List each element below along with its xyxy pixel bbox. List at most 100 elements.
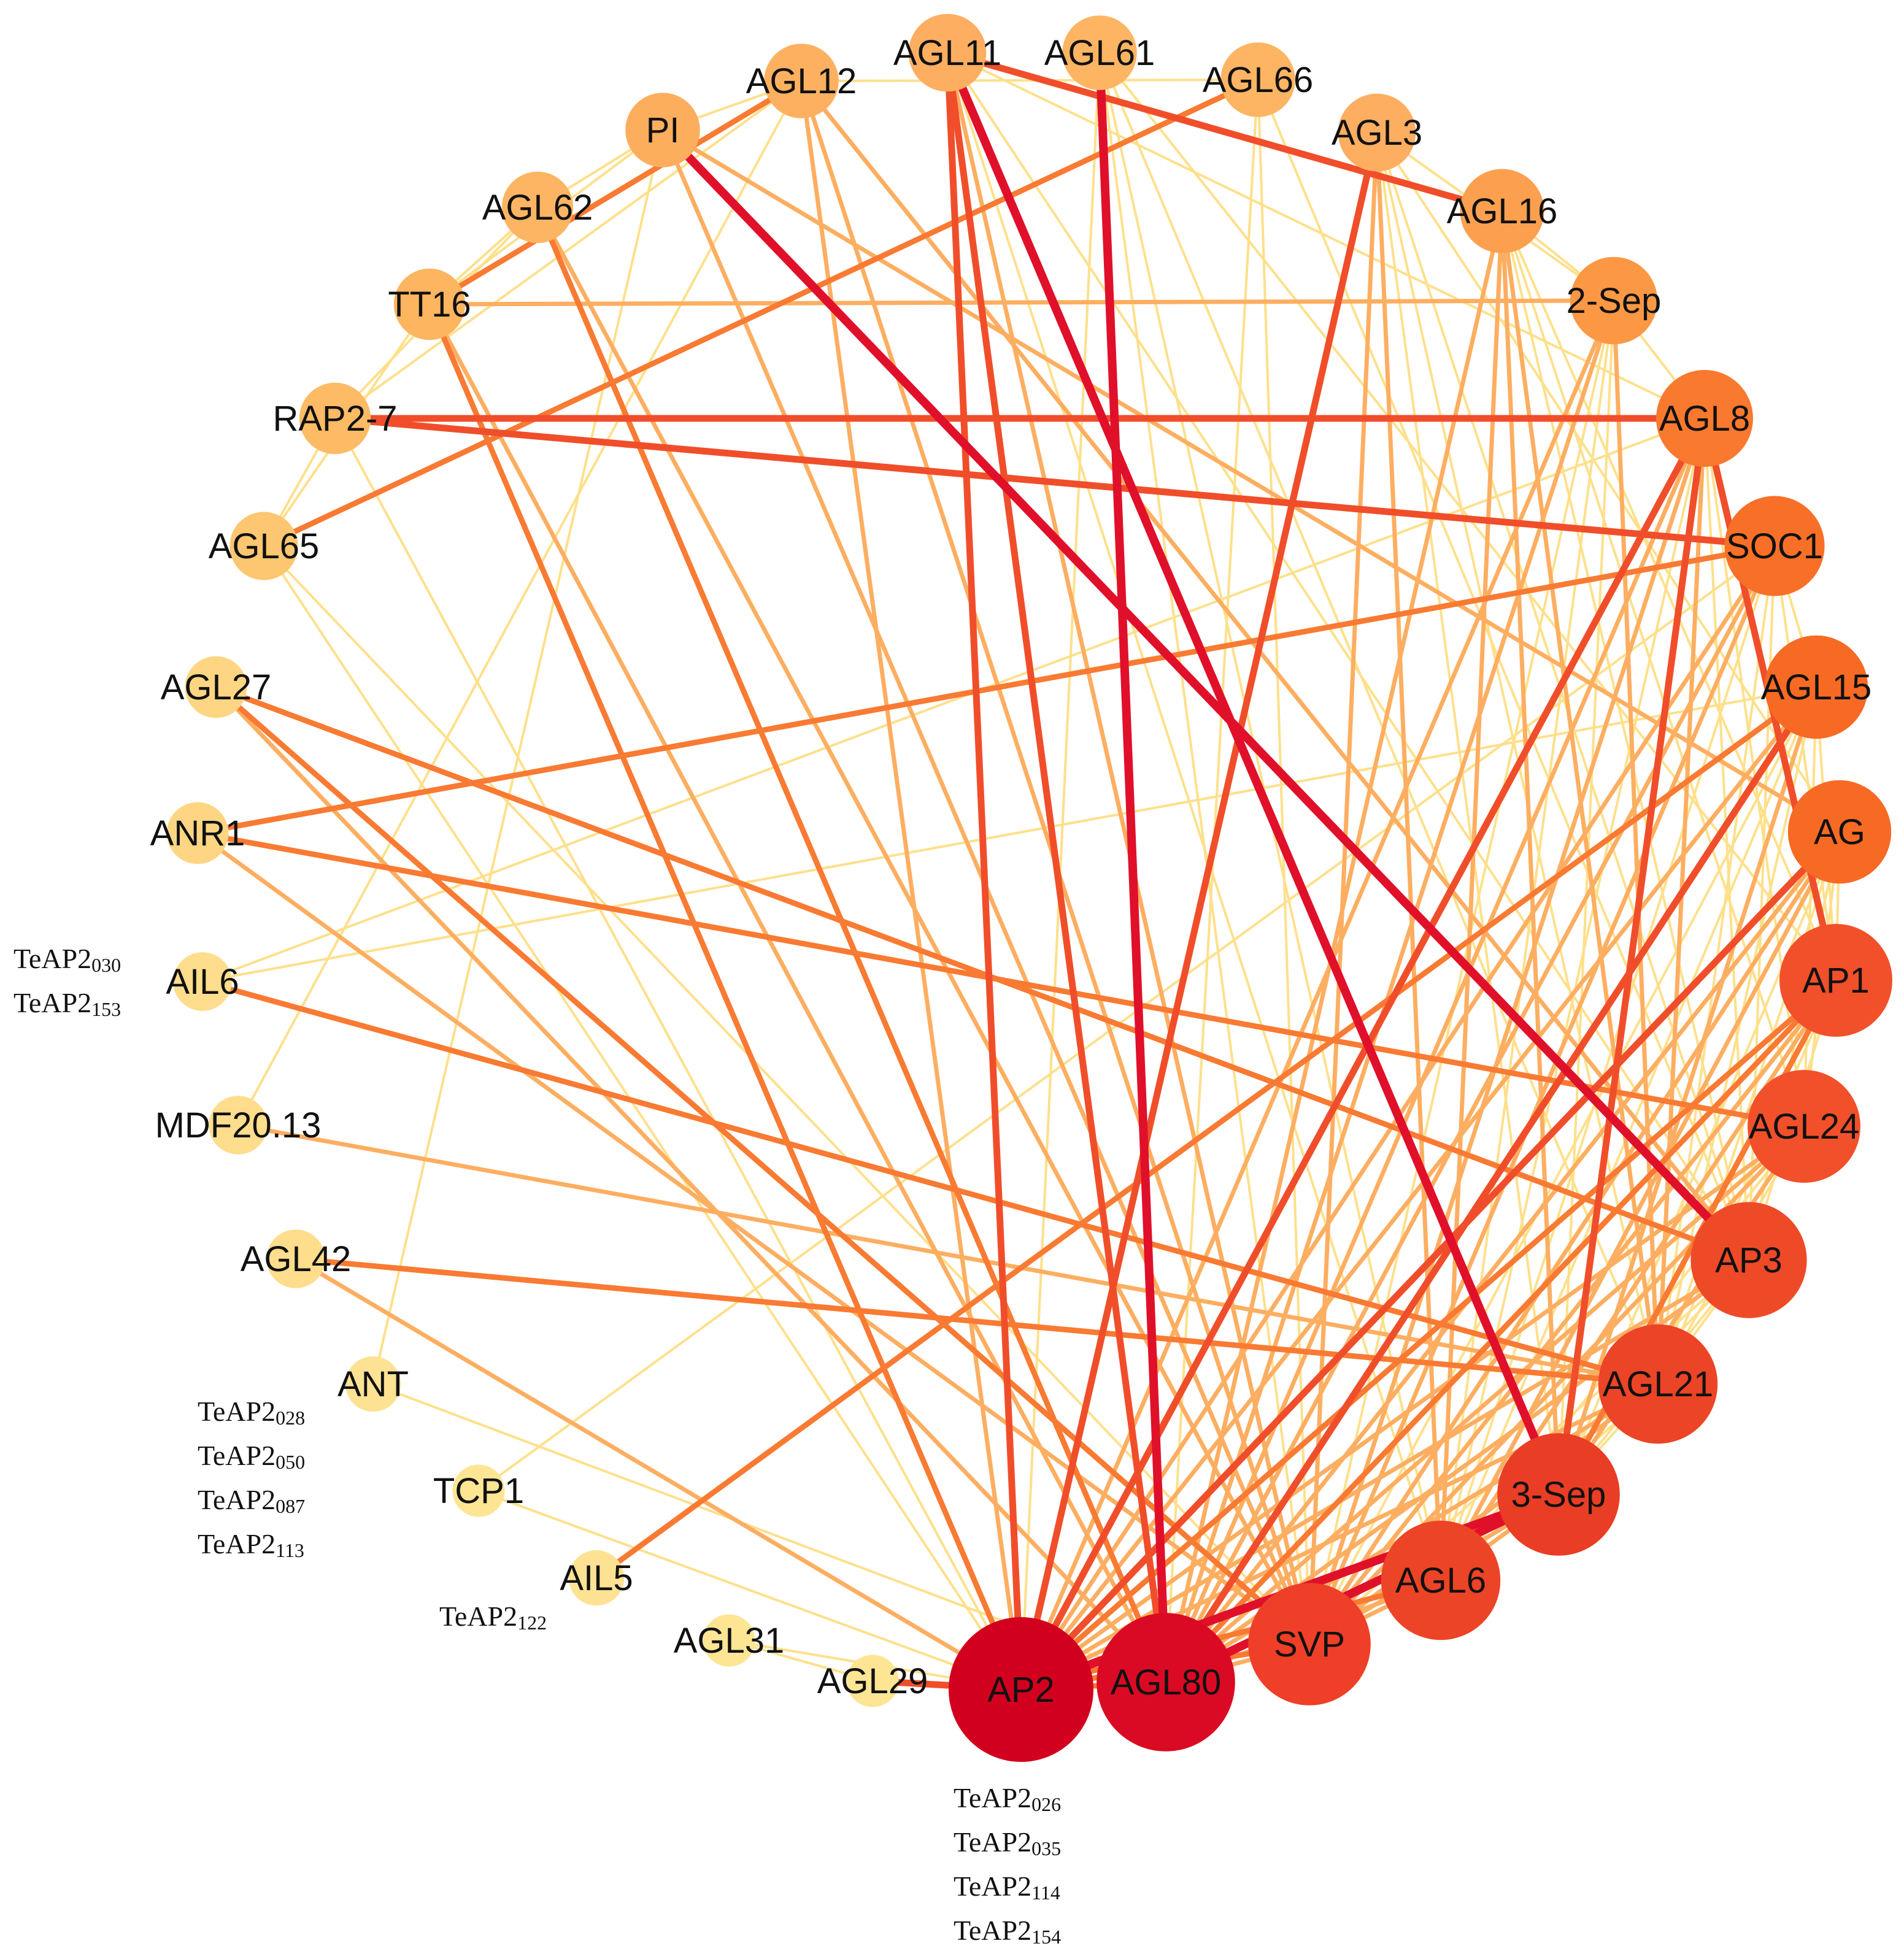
node-circle [345, 1356, 401, 1412]
edge-SOC1-RAP2-7 [331, 415, 1778, 550]
node-rap2-7[interactable]: RAP2-7 [272, 382, 398, 455]
edge-AGL15-AIL5 [593, 684, 1819, 1581]
node-svp[interactable]: SVP [1248, 1583, 1371, 1705]
annotation-line: TeAP2114 [954, 1870, 1060, 1904]
edge-AGL15-AGL80 [1162, 683, 1820, 1686]
node-agl15[interactable]: AGL15 [1761, 635, 1872, 739]
edge-AP1-AGL21 [1657, 979, 1837, 1385]
node-ag[interactable]: AG [1787, 780, 1892, 884]
node-tt16[interactable]: TT16 [388, 268, 471, 340]
node-label: ANR1 [150, 813, 245, 853]
node-label: AGL15 [1761, 667, 1872, 707]
node-circle [1724, 496, 1825, 596]
node-label: AGL80 [1111, 1663, 1222, 1702]
node-agl11[interactable]: AGL11 [893, 13, 1001, 92]
node-label: AP1 [1802, 961, 1870, 1001]
annotation-ail5: TeAP2122 [439, 1601, 547, 1634]
node-label: 2-Sep [1567, 281, 1662, 321]
node-agl27[interactable]: AGL27 [161, 656, 272, 718]
annotation-ap2: TeAP2026 TeAP2035 TeAP2114 TeAP2154 [954, 1782, 1061, 1948]
edge-SOC1-SVP [1307, 544, 1777, 1647]
node-label: AGL6 [1395, 1561, 1486, 1601]
node-agl6[interactable]: AGL6 [1381, 1520, 1501, 1640]
node-circle [393, 268, 466, 340]
node-ap1[interactable]: AP1 [1779, 924, 1892, 1037]
edge-AP1-SVP [1307, 978, 1838, 1647]
node-circle [501, 171, 574, 244]
node-agl12[interactable]: AGL12 [746, 44, 857, 118]
node-ap2[interactable]: AP2 [949, 1617, 1093, 1762]
annotation-line: TeAP2035 [954, 1826, 1061, 1859]
edge-3-Sep-AGL80 [1162, 1490, 1563, 1686]
annotation-line: TeAP2028 [198, 1396, 305, 1429]
edge-AG-AGL21 [1657, 831, 1841, 1385]
node-circle [1460, 169, 1544, 253]
node-circle [1570, 256, 1658, 345]
node-agl66[interactable]: AGL66 [1203, 42, 1314, 117]
node-soc1[interactable]: SOC1 [1724, 496, 1825, 596]
annotation-line: TeAP2026 [954, 1782, 1061, 1815]
node-tcp1[interactable]: TCP1 [433, 1464, 524, 1517]
node-ail5[interactable]: AIL5 [560, 1550, 633, 1606]
node-circle [299, 382, 371, 455]
node-agl21[interactable]: AGL21 [1598, 1324, 1718, 1444]
node-circle [846, 1655, 899, 1707]
node-agl42[interactable]: AGL42 [241, 1229, 352, 1288]
node-anr1[interactable]: ANR1 [150, 802, 245, 864]
node-label: RAP2-7 [272, 399, 397, 439]
edge-AGL11-AGL8 [946, 52, 1706, 420]
edge-AGL21-AIL6 [199, 978, 1661, 1387]
node-circle [229, 512, 298, 580]
node-agl8[interactable]: AGL8 [1656, 370, 1753, 467]
node-agl16[interactable]: AGL16 [1447, 169, 1558, 253]
edge-AGL3-AP3 [1376, 131, 1750, 1261]
node-label: AGL65 [209, 526, 320, 566]
annotation-line: TeAP2050 [198, 1440, 305, 1473]
edge-AGL61-SVP [1098, 52, 1311, 1645]
edge-AGL80-TT16 [427, 302, 1168, 1685]
node-ail6[interactable]: AIL6 [166, 952, 239, 1011]
node-ant[interactable]: ANT [337, 1356, 409, 1412]
node-circle [1656, 370, 1753, 467]
node-circle [1787, 780, 1892, 884]
edge-SOC1-ANR1 [195, 543, 1778, 836]
annotation-line: TeAP2122 [439, 1601, 547, 1634]
node-circle [185, 656, 247, 718]
edge-AGL66-AP3 [1257, 79, 1750, 1261]
node-agl31[interactable]: AGL31 [674, 1614, 785, 1667]
annotation-ant: TeAP2028 TeAP2050 TeAP2087 TeAP2113 [198, 1396, 305, 1561]
node-agl62[interactable]: AGL62 [482, 171, 593, 244]
node-ap3[interactable]: AP3 [1690, 1202, 1807, 1318]
node-label: AGL61 [1044, 33, 1155, 73]
edge-AGL15-AP2 [1019, 685, 1819, 1692]
node-label: SOC1 [1726, 526, 1823, 566]
edge-AGL8-AP2 [1017, 415, 1708, 1693]
node-2-sep[interactable]: 2-Sep [1567, 256, 1662, 345]
node-agl24[interactable]: AGL24 [1748, 1070, 1860, 1183]
node-mdf20.13[interactable]: MDF20.13 [155, 1096, 322, 1155]
edge-AG-AGL80 [1163, 829, 1842, 1685]
node-agl65[interactable]: AGL65 [209, 512, 320, 580]
edge-AGL11-AGL16 [944, 49, 1506, 215]
node-agl80[interactable]: AGL80 [1097, 1613, 1235, 1751]
edge-AP2-RAP2-7 [334, 417, 1022, 1691]
annotation-ail6: TeAP2030 TeAP2153 [13, 943, 121, 1020]
node-agl29[interactable]: AGL29 [817, 1655, 928, 1707]
edge-AGL8-AGL21 [1655, 416, 1707, 1386]
node-3-sep[interactable]: 3-Sep [1497, 1433, 1620, 1556]
node-circle [1248, 1583, 1371, 1705]
node-agl61[interactable]: AGL61 [1044, 15, 1155, 90]
node-label: AGL66 [1203, 60, 1314, 100]
node-label: 3-Sep [1511, 1475, 1606, 1515]
node-pi[interactable]: PI [625, 93, 700, 167]
edge-AGL11-3-Sep [943, 48, 1563, 1499]
node-circle [568, 1550, 625, 1606]
node-layer: AGL29 AGL31 TCP1 AIL5 ANT AGL42 MDF20.13 AIL6 AN… [150, 13, 1892, 1762]
node-label: AGL27 [161, 667, 272, 707]
node-circle [1598, 1324, 1718, 1444]
node-label: AP3 [1715, 1240, 1783, 1280]
edge-AP3-AGL27 [213, 684, 1752, 1263]
node-agl3[interactable]: AGL3 [1332, 93, 1422, 172]
edge-AGL15-3-Sep [1556, 685, 1819, 1497]
node-label: PI [646, 110, 680, 150]
